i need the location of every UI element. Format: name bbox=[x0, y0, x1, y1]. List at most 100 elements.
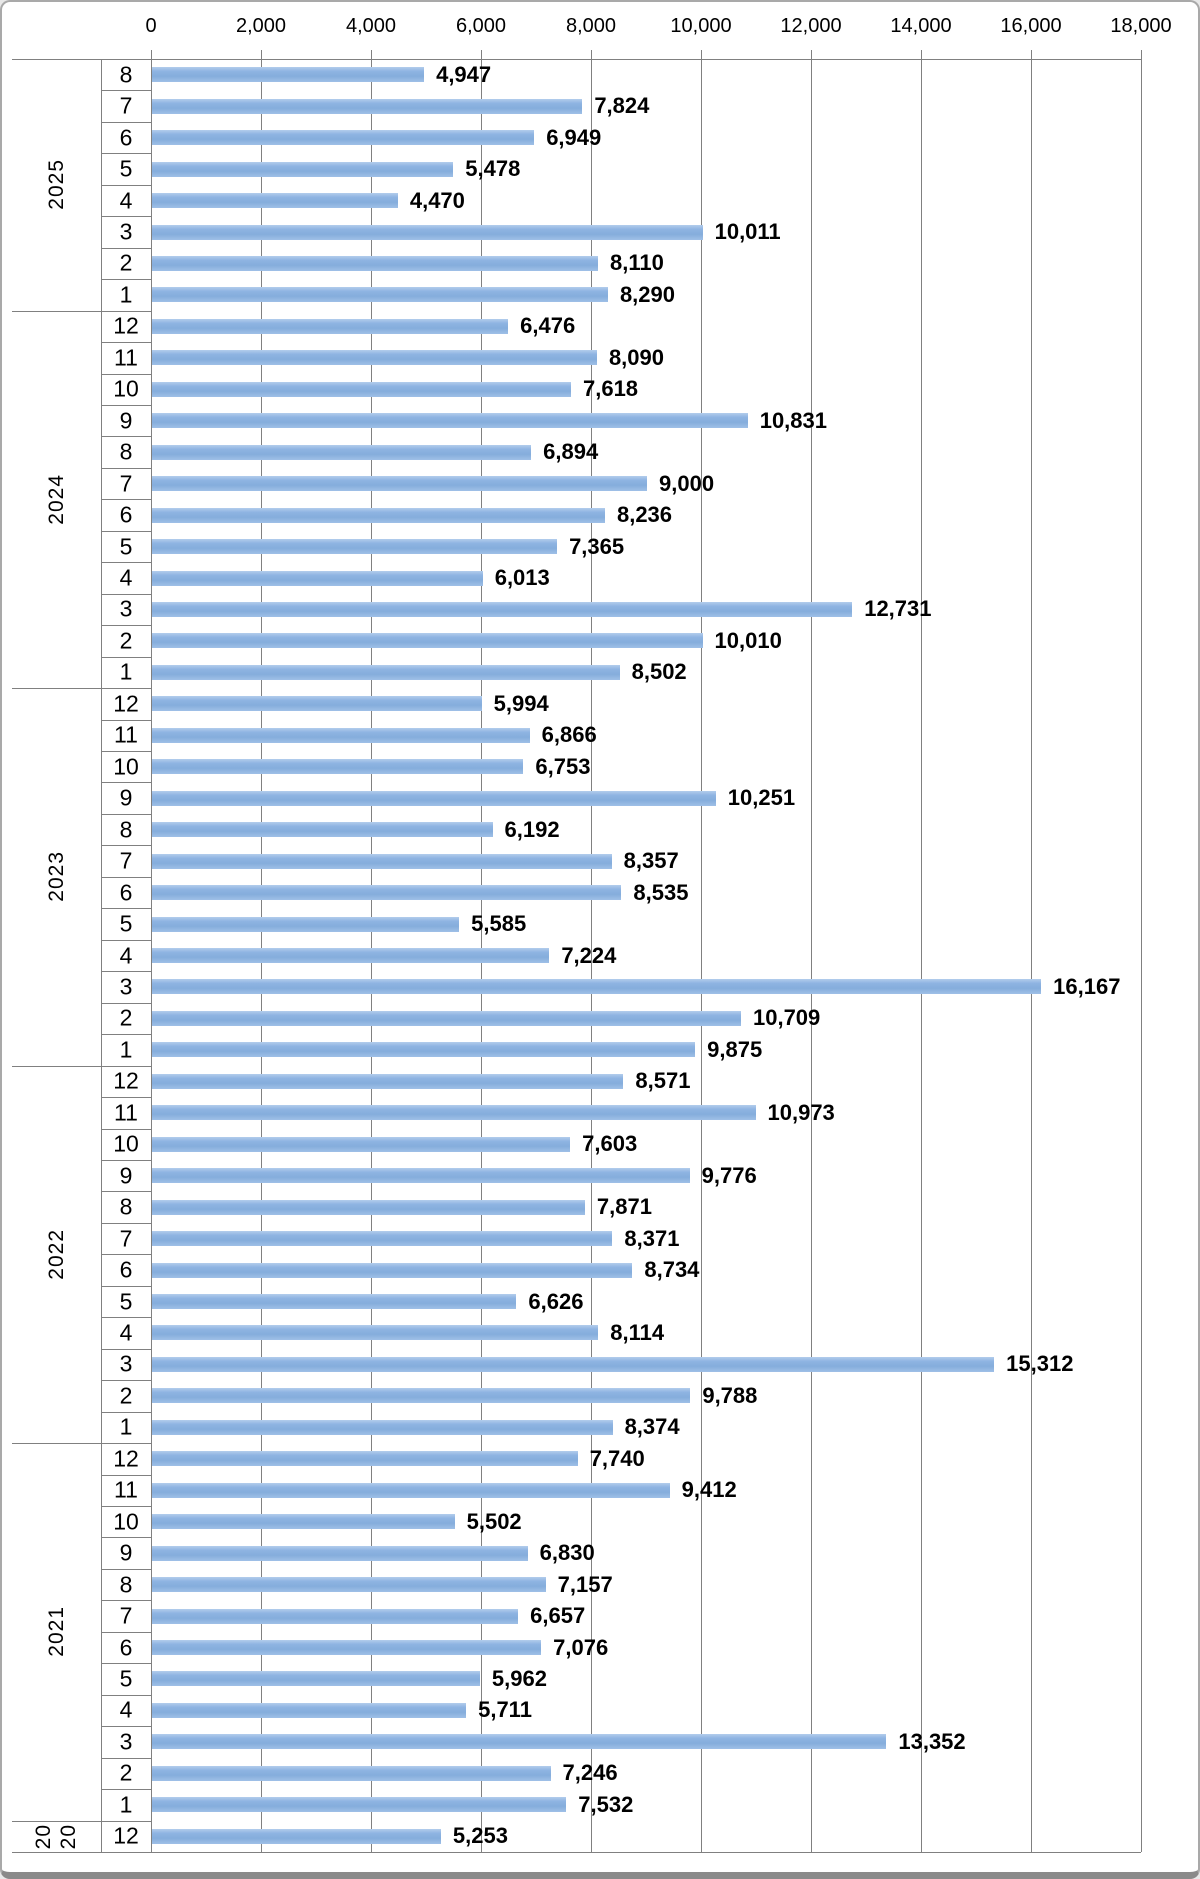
month-cell-border bbox=[101, 1254, 151, 1256]
data-bar bbox=[152, 1136, 571, 1152]
month-cell-border bbox=[101, 1034, 151, 1036]
data-bar bbox=[152, 790, 716, 806]
month-label: 6 bbox=[119, 1634, 133, 1661]
month-label: 5 bbox=[119, 533, 133, 560]
month-cell-border bbox=[101, 279, 151, 281]
data-label: 9,000 bbox=[659, 470, 715, 496]
value-axis-tick-mark bbox=[921, 50, 922, 59]
data-label: 10,831 bbox=[759, 407, 827, 433]
data-bar bbox=[152, 444, 532, 460]
data-bar bbox=[152, 1545, 528, 1561]
month-cell-border bbox=[101, 1537, 151, 1539]
data-label: 7,157 bbox=[557, 1571, 613, 1597]
data-label: 5,502 bbox=[466, 1508, 522, 1534]
month-label: 1 bbox=[119, 1413, 133, 1440]
data-label: 8,236 bbox=[616, 502, 673, 528]
data-bar bbox=[152, 1608, 519, 1624]
data-bar bbox=[152, 1828, 441, 1844]
data-label: 12,731 bbox=[864, 596, 932, 622]
data-label: 7,618 bbox=[582, 376, 639, 402]
data-bar bbox=[152, 822, 493, 838]
month-label: 10 bbox=[113, 1130, 139, 1157]
value-axis-tick-mark bbox=[811, 50, 812, 59]
data-label: 7,246 bbox=[562, 1760, 618, 1786]
vertical-gridline bbox=[1031, 59, 1032, 1852]
month-cell-border bbox=[101, 1191, 151, 1193]
month-label: 11 bbox=[114, 344, 138, 371]
month-label: 5 bbox=[119, 1288, 133, 1315]
data-bar bbox=[152, 255, 599, 271]
month-label: 8 bbox=[119, 1571, 133, 1598]
month-cell-border bbox=[101, 845, 151, 847]
year-group-separator bbox=[12, 1820, 151, 1822]
data-label: 8,371 bbox=[624, 1225, 680, 1251]
data-label: 6,830 bbox=[539, 1540, 595, 1566]
month-cell-border bbox=[101, 499, 151, 501]
month-cell-border bbox=[101, 405, 151, 407]
month-label: 11 bbox=[114, 1099, 138, 1126]
month-label: 9 bbox=[119, 407, 133, 434]
year-label: 2025 bbox=[12, 59, 101, 311]
data-label: 10,011 bbox=[714, 219, 781, 244]
value-axis-tick-mark bbox=[481, 50, 482, 59]
month-label: 10 bbox=[113, 1508, 139, 1535]
month-label: 6 bbox=[119, 879, 133, 906]
data-bar bbox=[152, 161, 454, 177]
month-cell-border bbox=[101, 813, 151, 815]
value-axis-tick-mark bbox=[701, 50, 702, 59]
month-cell-border bbox=[101, 751, 151, 753]
data-label: 7,871 bbox=[596, 1194, 652, 1220]
month-cell-border bbox=[101, 1757, 151, 1759]
data-label: 7,532 bbox=[578, 1791, 634, 1817]
month-label: 11 bbox=[114, 1476, 138, 1503]
data-label: 6,866 bbox=[541, 722, 597, 748]
year-group-separator bbox=[12, 1443, 151, 1445]
data-label: 7,076 bbox=[553, 1634, 609, 1660]
month-cell-border bbox=[101, 1097, 151, 1099]
month-label: 9 bbox=[119, 784, 133, 811]
data-bar bbox=[152, 948, 550, 963]
month-cell-border bbox=[101, 373, 151, 375]
month-label: 8 bbox=[119, 816, 133, 843]
data-label: 8,090 bbox=[608, 344, 664, 370]
data-label: 10,973 bbox=[767, 1099, 835, 1125]
month-label: 12 bbox=[113, 1822, 139, 1849]
data-bar bbox=[152, 130, 535, 146]
data-bar bbox=[152, 727, 530, 743]
month-cell-border bbox=[101, 1694, 151, 1696]
value-axis-tick-mark bbox=[1031, 50, 1032, 59]
month-label: 9 bbox=[119, 1539, 133, 1566]
data-bar bbox=[152, 1231, 613, 1247]
data-label: 6,894 bbox=[543, 439, 599, 465]
month-label: 6 bbox=[119, 501, 133, 528]
month-cell-border bbox=[101, 1348, 151, 1350]
value-axis-tick-mark bbox=[1141, 50, 1142, 59]
data-bar bbox=[152, 1482, 670, 1498]
value-axis-tick-label: 10,000 bbox=[670, 15, 732, 37]
value-axis-tick-mark bbox=[151, 50, 152, 59]
data-bar bbox=[152, 633, 703, 649]
data-bar bbox=[152, 1168, 690, 1184]
month-cell-border bbox=[101, 1726, 151, 1728]
month-cell-border bbox=[101, 625, 151, 627]
data-bar bbox=[152, 1199, 585, 1215]
value-axis-tick-label: 14,000 bbox=[890, 15, 952, 37]
data-label: 15,312 bbox=[1006, 1351, 1074, 1377]
month-cell-border bbox=[101, 1631, 151, 1633]
month-label: 4 bbox=[119, 942, 133, 968]
month-label: 4 bbox=[119, 564, 133, 591]
year-label: 2023 bbox=[12, 688, 101, 1065]
vertical-gridline bbox=[921, 59, 922, 1852]
month-cell-border bbox=[101, 1820, 151, 1822]
month-cell-border bbox=[101, 436, 151, 438]
month-label: 6 bbox=[119, 124, 133, 151]
month-cell-border bbox=[101, 1159, 151, 1161]
month-cell-border bbox=[101, 247, 151, 249]
data-bar bbox=[152, 507, 605, 523]
year-label-text: 20 bbox=[32, 1823, 55, 1849]
plot-top-axis-line bbox=[12, 59, 1141, 60]
data-label: 9,788 bbox=[702, 1382, 758, 1408]
data-bar bbox=[152, 1105, 756, 1121]
data-bar bbox=[152, 350, 597, 366]
month-cell-border bbox=[101, 1789, 151, 1791]
